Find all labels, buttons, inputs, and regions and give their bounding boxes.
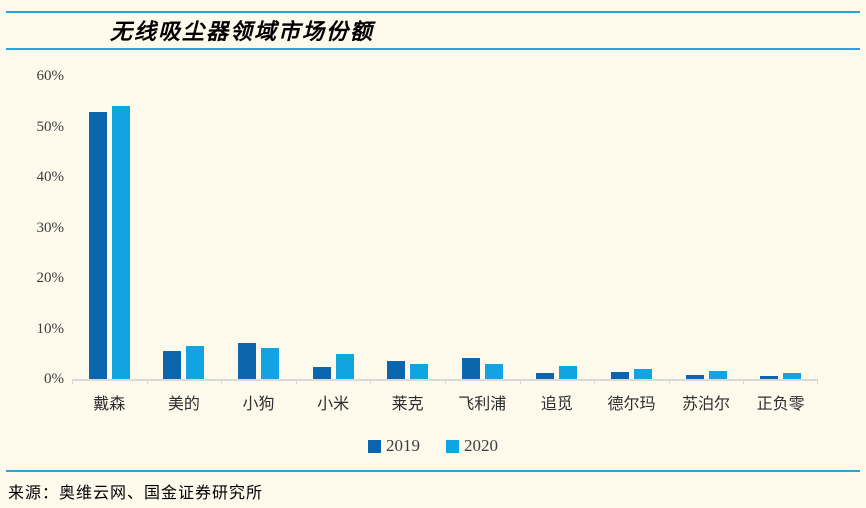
legend-item-2019: 2019 [368,436,420,456]
x-category-label: 小米 [317,394,350,413]
x-axis-tick [520,379,521,384]
legend-label: 2019 [386,436,420,455]
category-group [520,76,595,379]
x-category-label: 正负零 [756,394,805,413]
top-divider [6,11,860,13]
bar-2020-苏泊尔 [708,371,727,379]
x-axis-tick [72,379,73,384]
bar-2019-莱克 [387,361,406,379]
bar-2020-追觅 [559,366,578,379]
bar-2019-追觅 [536,373,555,379]
x-axis-tick [147,379,148,384]
y-tick-label: 0% [44,371,64,387]
bar-2020-美的 [186,346,205,379]
x-axis-tick [370,379,371,384]
y-tick-label: 40% [36,169,65,185]
x-category-label: 美的 [167,394,200,413]
bar-2019-小米 [312,366,331,379]
category-group [296,76,371,379]
x-category-label: 戴森 [93,394,126,413]
bar-2019-美的 [163,351,182,379]
x-axis-tick [669,379,670,384]
x-category-label: 德尔玛 [607,394,656,413]
y-tick-label: 20% [36,270,65,286]
category-group [743,76,818,379]
category-group [72,76,147,379]
legend-item-2020: 2020 [446,436,498,456]
x-category-label: 追觅 [540,394,573,413]
y-tick-label: 10% [36,320,65,337]
category-group [221,76,296,379]
bar-2020-正负零 [783,373,802,379]
bar-2019-德尔玛 [610,372,629,379]
legend-swatch-icon [368,439,381,453]
x-axis-tick [817,379,818,384]
bar-2020-戴森 [111,105,130,379]
y-tick-label: 30% [36,219,65,236]
x-axis-tick [445,379,446,384]
x-category-label: 苏泊尔 [682,394,731,413]
y-axis: 0% 10% 20% 30% 40% 50% 60% [0,68,65,387]
bar-2020-飞利浦 [484,363,503,379]
bar-2020-德尔玛 [633,369,652,379]
y-tick-label: 50% [36,118,65,135]
chart-title: 无线吸尘器领域市场份额 [110,19,375,45]
bottom-divider [6,470,860,472]
x-axis-tick [221,379,222,384]
x-axis-labels: 戴森 美的 小狗 小米 莱克 飞利浦 追觅 德尔玛 苏泊尔 正负零 [72,390,818,414]
category-group [669,76,744,379]
x-category-label: 飞利浦 [458,394,507,413]
x-category-label: 莱克 [391,394,424,413]
legend-swatch-icon [446,439,459,453]
bar-2019-戴森 [88,111,107,379]
bar-2019-飞利浦 [461,358,480,379]
bar-2020-莱克 [410,363,429,379]
bar-2019-小狗 [237,343,256,379]
bar-2020-小米 [335,353,354,379]
x-axis-tick [594,379,595,384]
y-tick-label: 60% [36,68,65,84]
legend: 2019 2020 [0,436,866,456]
x-axis-tick [296,379,297,384]
category-group [594,76,669,379]
title-underline [6,48,860,50]
x-category-label: 小狗 [242,394,275,413]
source-note: 来源：奥维云网、国金证券研究所 [8,483,264,502]
x-axis-tick [743,379,744,384]
category-group [370,76,445,379]
bar-2019-苏泊尔 [685,375,704,379]
category-group [445,76,520,379]
bar-2019-正负零 [760,375,779,379]
plot-area [72,76,818,384]
bar-2020-小狗 [260,348,279,379]
category-group [147,76,222,379]
legend-label: 2020 [464,436,498,455]
